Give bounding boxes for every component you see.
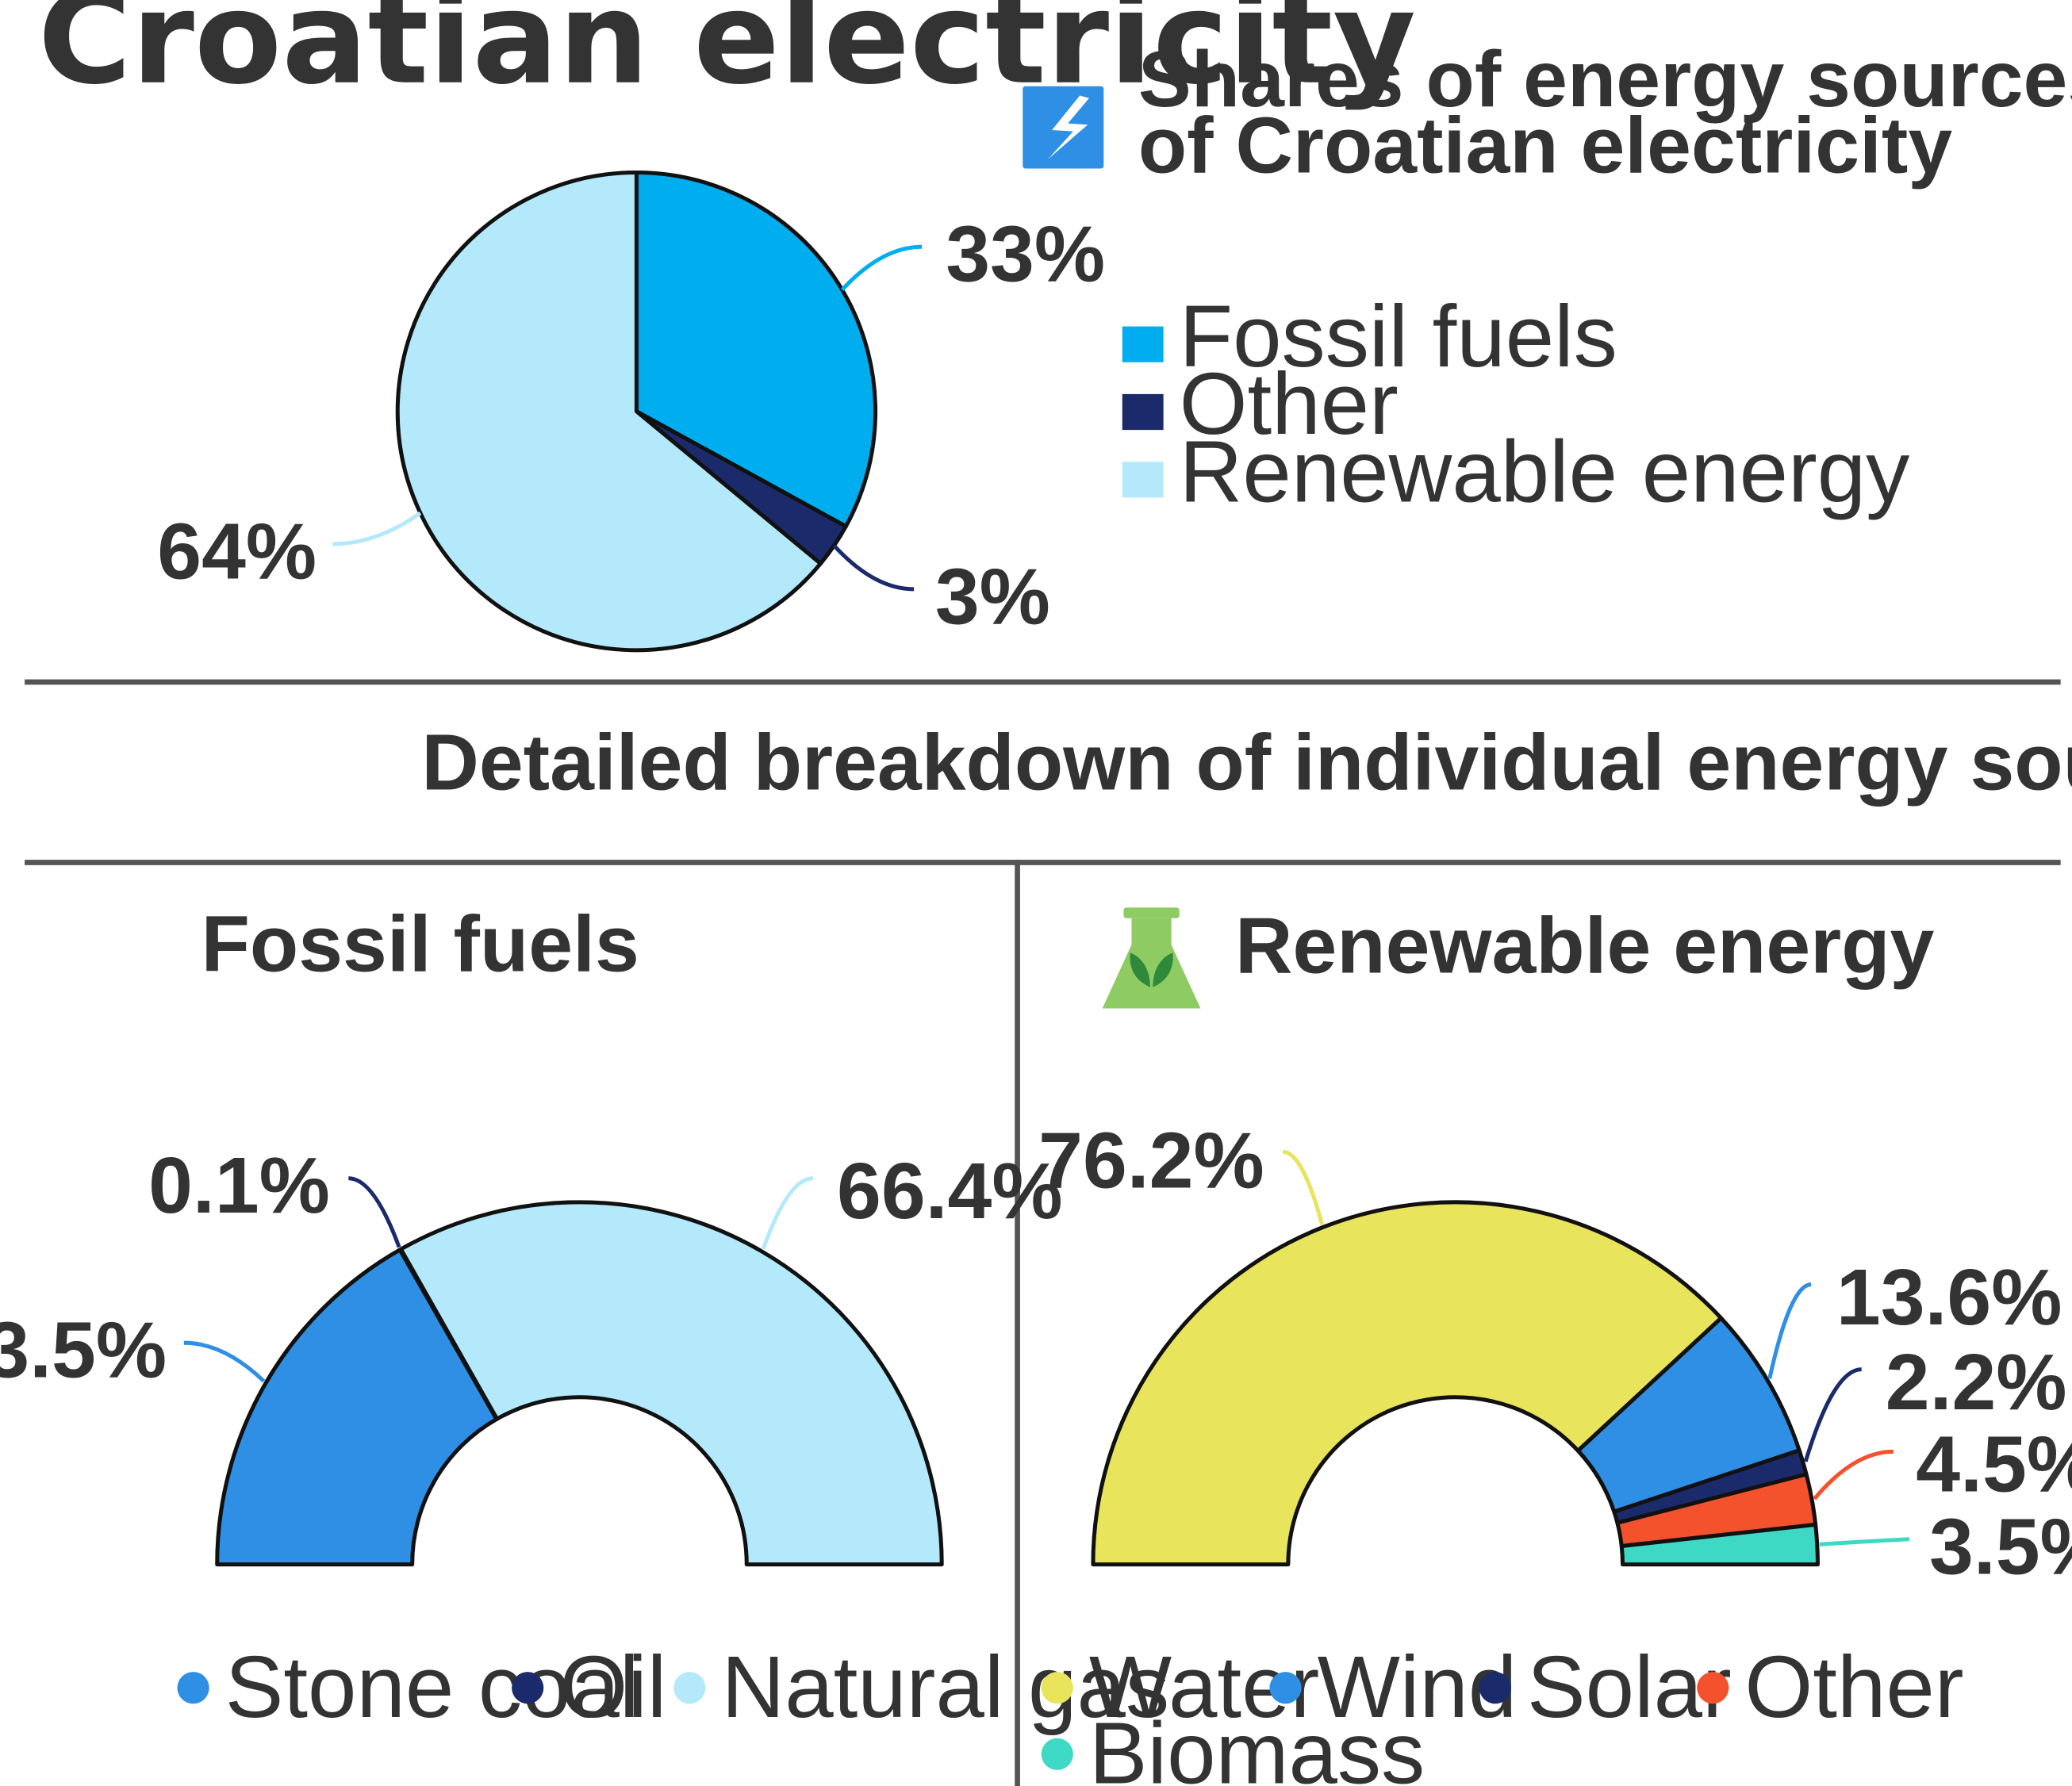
pie-label-renewable-energy: 64%: [157, 507, 317, 596]
legend-dot-wind: [1269, 1672, 1302, 1704]
pie-leader-fossil-fuels: [840, 244, 923, 292]
donut-renew-labels-label-solar: 2.2%: [1886, 1338, 2067, 1427]
legend-dot-solar: [1479, 1672, 1511, 1704]
renewable-half-donut: [1091, 1200, 1820, 1567]
donut-fossil-segment-natural-gas: [398, 1200, 944, 1567]
donut-renew-labels-leader-water: [1282, 1149, 1325, 1225]
donut-fossil-segment-stone-coal: [215, 1248, 499, 1567]
pie-slice-renewable-energy: [395, 170, 823, 653]
legend-label-oil: Oil: [559, 1638, 666, 1736]
pie-leader-other: [832, 544, 915, 592]
renewable-labels: 76.2% 13.6%2.2%4.5%3.5%: [1038, 1116, 2072, 1591]
donut-fossil-labels-label-stone-coal: 33.5%: [0, 1306, 167, 1395]
donut-renew-labels-leader-solar: [1803, 1367, 1862, 1462]
donut-renew-labels-label-other: 4.5%: [1916, 1420, 2072, 1509]
main-pie-labels: 33% 3% 64%: [157, 210, 1105, 642]
donut-fossil-labels-leader-natural-gas: [761, 1176, 814, 1250]
donut-renew-labels-label-wind: 13.6%: [1836, 1253, 2062, 1342]
main-title: Croatian electricity: [38, 0, 1416, 113]
legend-label-fossil-fuels: Fossil fuels: [1180, 288, 1617, 385]
fossil-half-donut: [215, 1200, 944, 1567]
donut-fossil-labels-leader-oil: [348, 1176, 401, 1248]
subtitle-line-2: of Croatian electricity: [1138, 102, 1953, 190]
donut-renew-labels-leader-biomass: [1819, 1537, 1910, 1546]
breakdown-heading: Detailed breakdown of individual energy …: [421, 718, 2072, 807]
legend-dot-biomass: [1041, 1738, 1073, 1770]
legend-dot-other: [1697, 1672, 1729, 1704]
main-pie-chart: [395, 170, 878, 653]
donut-fossil-labels-label-oil: 0.1%: [148, 1141, 330, 1230]
donut-renew-labels-label-water: 76.2%: [1038, 1116, 1264, 1205]
donut-fossil-labels-label-natural-gas: 66.4%: [837, 1147, 1063, 1236]
legend-dot-water: [1041, 1672, 1073, 1704]
pie-leader-renewable-energy: [332, 511, 422, 546]
green-factory-icon: [1102, 907, 1201, 1009]
legend-dot-oil: [512, 1672, 544, 1704]
subtitle-line-1: Shares of energy sources in generation: [1138, 35, 2072, 124]
legend-label-renewable-energy: Renewable energy: [1180, 423, 1910, 520]
fossil-labels: 33.5% 0.1% 66.4%: [0, 1141, 1063, 1394]
legend-label-other: Other: [1744, 1638, 1963, 1736]
legend-label-natural-gas: Natural gas: [721, 1638, 1169, 1736]
donut-fossil-labels-leader-stone-coal: [183, 1340, 266, 1383]
fossil-section-title: Fossil fuels: [201, 900, 639, 989]
donut-renew-labels-leader-wind: [1767, 1282, 1812, 1379]
legend-label-biomass: Biomass: [1089, 1705, 1425, 1786]
legend-swatch-other: [1122, 393, 1164, 431]
renewable-section-title: Renewable energy: [1235, 901, 1935, 990]
legend-dot-natural-gas: [673, 1672, 706, 1704]
donut-renew-segment-water: [1091, 1200, 1724, 1567]
donut-renew-segment-biomass: [1619, 1522, 1820, 1567]
pie-label-other: 3%: [935, 552, 1050, 641]
legend-label-stone-coal: Stone coal: [225, 1638, 639, 1736]
legend-swatch-renewable-energy: [1122, 462, 1164, 498]
donut-renew-labels-leader-other: [1813, 1449, 1894, 1500]
legend-dot-stone-coal: [177, 1672, 209, 1704]
legend-label-other: Other: [1180, 355, 1399, 453]
legend-swatch-fossil-fuels: [1122, 326, 1164, 362]
donut-renew-labels-label-biomass: 3.5%: [1929, 1502, 2072, 1591]
lightning-icon: [1023, 86, 1104, 169]
pie-label-fossil-fuels: 33%: [946, 210, 1105, 299]
